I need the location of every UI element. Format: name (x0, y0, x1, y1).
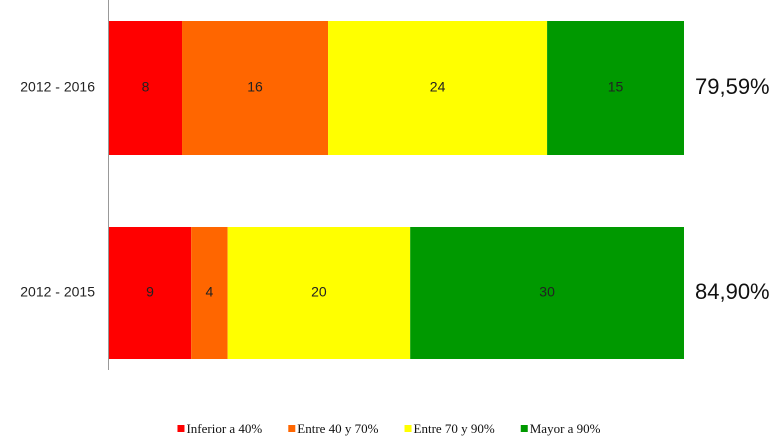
value-label: 15 (608, 79, 624, 95)
value-label: 8 (142, 79, 150, 95)
legend-label: Entre 40 y 70% (297, 421, 378, 436)
value-label: 16 (247, 79, 263, 95)
legend-label: Inferior a 40% (186, 421, 262, 436)
bar-segment (109, 21, 183, 155)
y-tick-label: 2012 - 2016 (20, 79, 95, 95)
legend-marker (404, 425, 412, 432)
bar-segment (109, 227, 192, 359)
bar-segment (328, 21, 548, 155)
bar-segment (227, 227, 411, 359)
bar-segment (547, 21, 684, 155)
bar-segment (191, 227, 228, 359)
legend-label: Entre 70 y 90% (414, 421, 495, 436)
value-label: 9 (146, 284, 154, 300)
row-label: 79,59% (695, 74, 770, 99)
value-label: 20 (311, 284, 327, 300)
legend-marker (520, 425, 528, 432)
value-label: 24 (430, 79, 446, 95)
bar-segment (410, 227, 684, 359)
value-label: 30 (539, 284, 555, 300)
legend-marker (288, 425, 296, 432)
row-label: 84,90% (695, 279, 770, 304)
value-label: 4 (205, 284, 213, 300)
bar-segment (182, 21, 329, 155)
legend-label: Mayor a 90% (530, 421, 601, 436)
legend-marker (177, 425, 185, 432)
y-tick-label: 2012 - 2015 (20, 284, 95, 300)
